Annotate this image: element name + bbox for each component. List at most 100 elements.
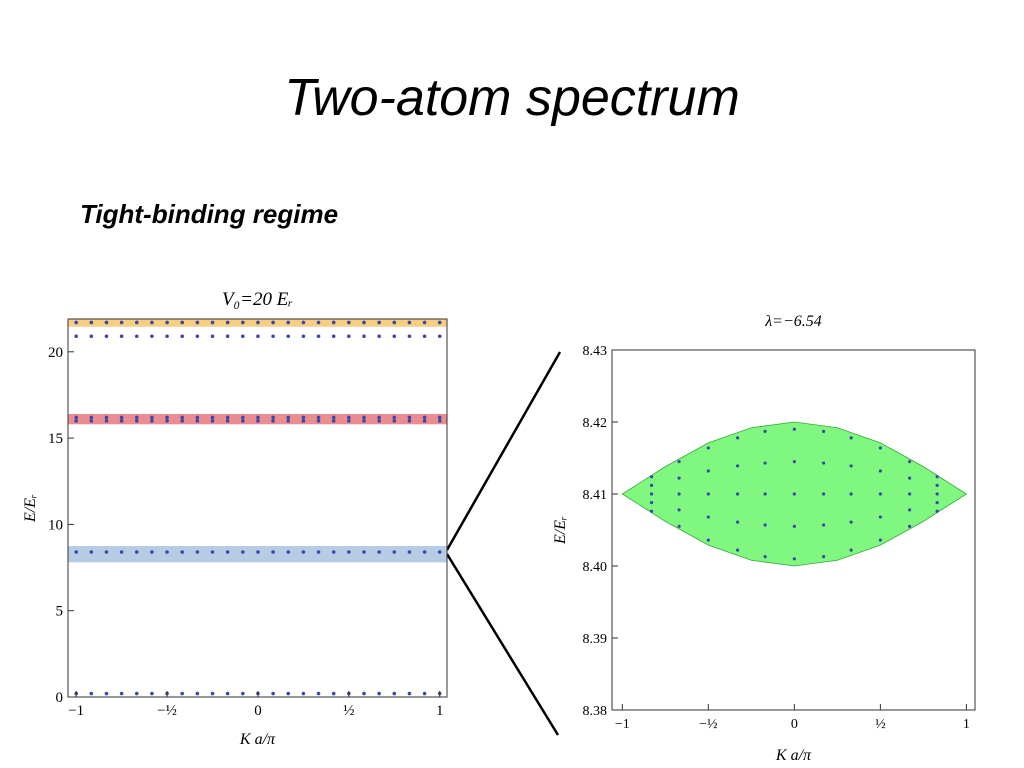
data-point [908, 476, 912, 480]
data-point [362, 415, 366, 420]
y-tick-label: 10 [48, 517, 63, 533]
data-point [271, 334, 275, 339]
data-point [256, 320, 260, 325]
data-point [677, 508, 681, 512]
data-point [271, 550, 275, 554]
data-point [377, 691, 381, 696]
data-point [165, 419, 169, 423]
data-point [392, 320, 397, 325]
y-tick-label: 0 [56, 690, 64, 706]
y-tick-label: 8.39 [583, 632, 608, 647]
data-point [792, 460, 796, 464]
chart: 0 5 10 15 20 −1 −½ 0 ½ 1 V₀=20 Eᵣ K a/π E/Eᵣ [22, 289, 448, 748]
chart: 8.38 8.39 8.40 8.41 8.42 8.43 −1 −½ 0 ½ 1 λ=−6.54 K … [552, 313, 976, 764]
x-tick-label: ½ [875, 717, 886, 732]
data-point [134, 334, 139, 339]
data-point [347, 415, 351, 420]
data-point [649, 501, 654, 505]
data-point [286, 691, 291, 696]
data-point [849, 464, 853, 468]
data-point [134, 320, 139, 325]
data-point [210, 334, 215, 339]
data-point [89, 415, 94, 420]
data-point [377, 419, 381, 423]
data-point [935, 501, 939, 505]
data-point [210, 415, 215, 420]
data-point [935, 509, 939, 513]
data-point [735, 492, 740, 496]
data-point [286, 334, 291, 339]
data-point [225, 415, 230, 420]
data-point [331, 320, 336, 325]
data-point [316, 419, 321, 423]
data-point [119, 691, 124, 696]
data-point [89, 320, 94, 325]
data-point [301, 320, 306, 325]
data-point [241, 334, 245, 339]
data-point [677, 460, 681, 464]
zoom-connector [445, 351, 562, 551]
data-point [422, 691, 427, 696]
chart-title: V₀=20 Eᵣ [222, 289, 293, 310]
data-point [763, 523, 767, 527]
x-tick-label: 0 [254, 703, 262, 719]
data-point [210, 419, 215, 423]
data-point [935, 492, 939, 496]
data-point [256, 550, 260, 554]
data-point [301, 550, 306, 554]
data-point [195, 334, 200, 339]
data-point [119, 550, 124, 554]
data-point [347, 334, 351, 339]
data-point [763, 461, 767, 465]
data-point [89, 334, 94, 339]
data-point [241, 415, 245, 420]
data-point [437, 419, 442, 423]
data-point [301, 691, 306, 696]
data-point [908, 508, 912, 512]
data-point [119, 320, 124, 325]
data-point [407, 415, 412, 420]
data-point [316, 415, 321, 420]
data-point [878, 492, 882, 496]
data-point [849, 520, 853, 524]
data-point [119, 334, 124, 339]
data-point [89, 419, 94, 423]
slide-subtitle: Tight-binding regime [80, 199, 338, 229]
data-point [286, 415, 291, 420]
data-point [241, 320, 245, 325]
data-point [165, 334, 169, 339]
data-point [792, 524, 796, 529]
data-point [822, 461, 826, 465]
x-axis-label: K a/π [239, 731, 276, 748]
data-point [878, 515, 882, 519]
data-point [407, 550, 412, 554]
data-point [706, 469, 710, 473]
data-point [134, 691, 139, 696]
data-point [437, 334, 442, 339]
data-point [437, 320, 442, 325]
data-point [316, 691, 321, 696]
data-point [225, 550, 230, 554]
data-point [908, 460, 912, 464]
data-point [104, 320, 109, 325]
data-point [422, 334, 427, 339]
data-point [706, 446, 710, 450]
data-point [908, 524, 912, 529]
y-tick-label: 8.40 [583, 560, 608, 575]
data-point [286, 419, 291, 423]
data-point [180, 415, 185, 420]
data-point [150, 415, 154, 420]
data-point [210, 550, 215, 554]
data-point [377, 550, 381, 554]
data-point [271, 415, 275, 420]
data-point [331, 415, 336, 420]
data-point [195, 419, 200, 423]
x-tick-label: ½ [343, 703, 354, 719]
data-point [271, 419, 275, 423]
data-point [150, 419, 154, 423]
data-point [225, 320, 230, 325]
data-point [180, 691, 185, 696]
data-point [649, 483, 654, 487]
data-point [74, 419, 78, 423]
data-point [316, 320, 321, 325]
